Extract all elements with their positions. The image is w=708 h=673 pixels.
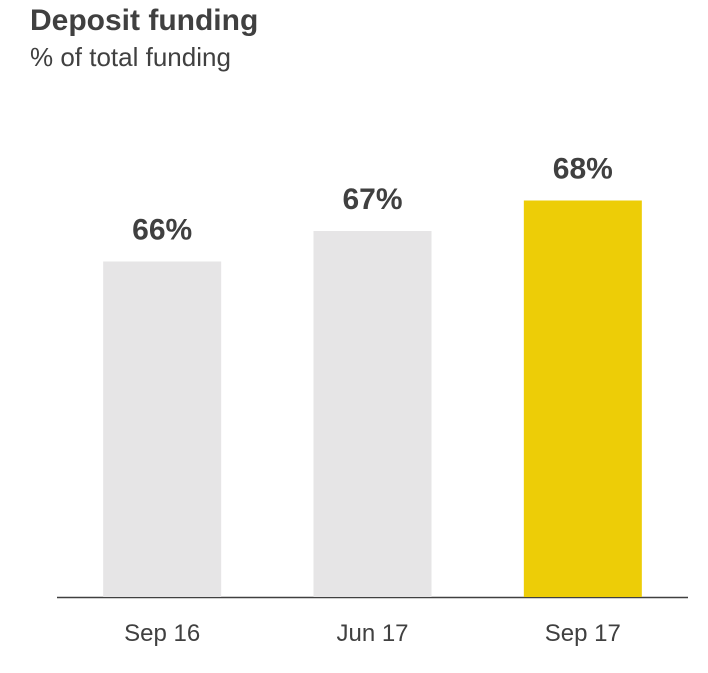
bar [313,231,432,597]
chart-subtitle: % of total funding [30,42,231,72]
bar [103,261,222,597]
value-label: 67% [342,183,402,216]
bar [523,200,642,597]
x-tick-label: Jun 17 [336,620,408,647]
chart-title: Deposit funding [30,4,258,37]
value-label: 66% [132,214,192,247]
value-label: 68% [553,153,613,186]
x-tick-label: Sep 17 [545,620,621,647]
x-tick-label: Sep 16 [124,620,200,647]
